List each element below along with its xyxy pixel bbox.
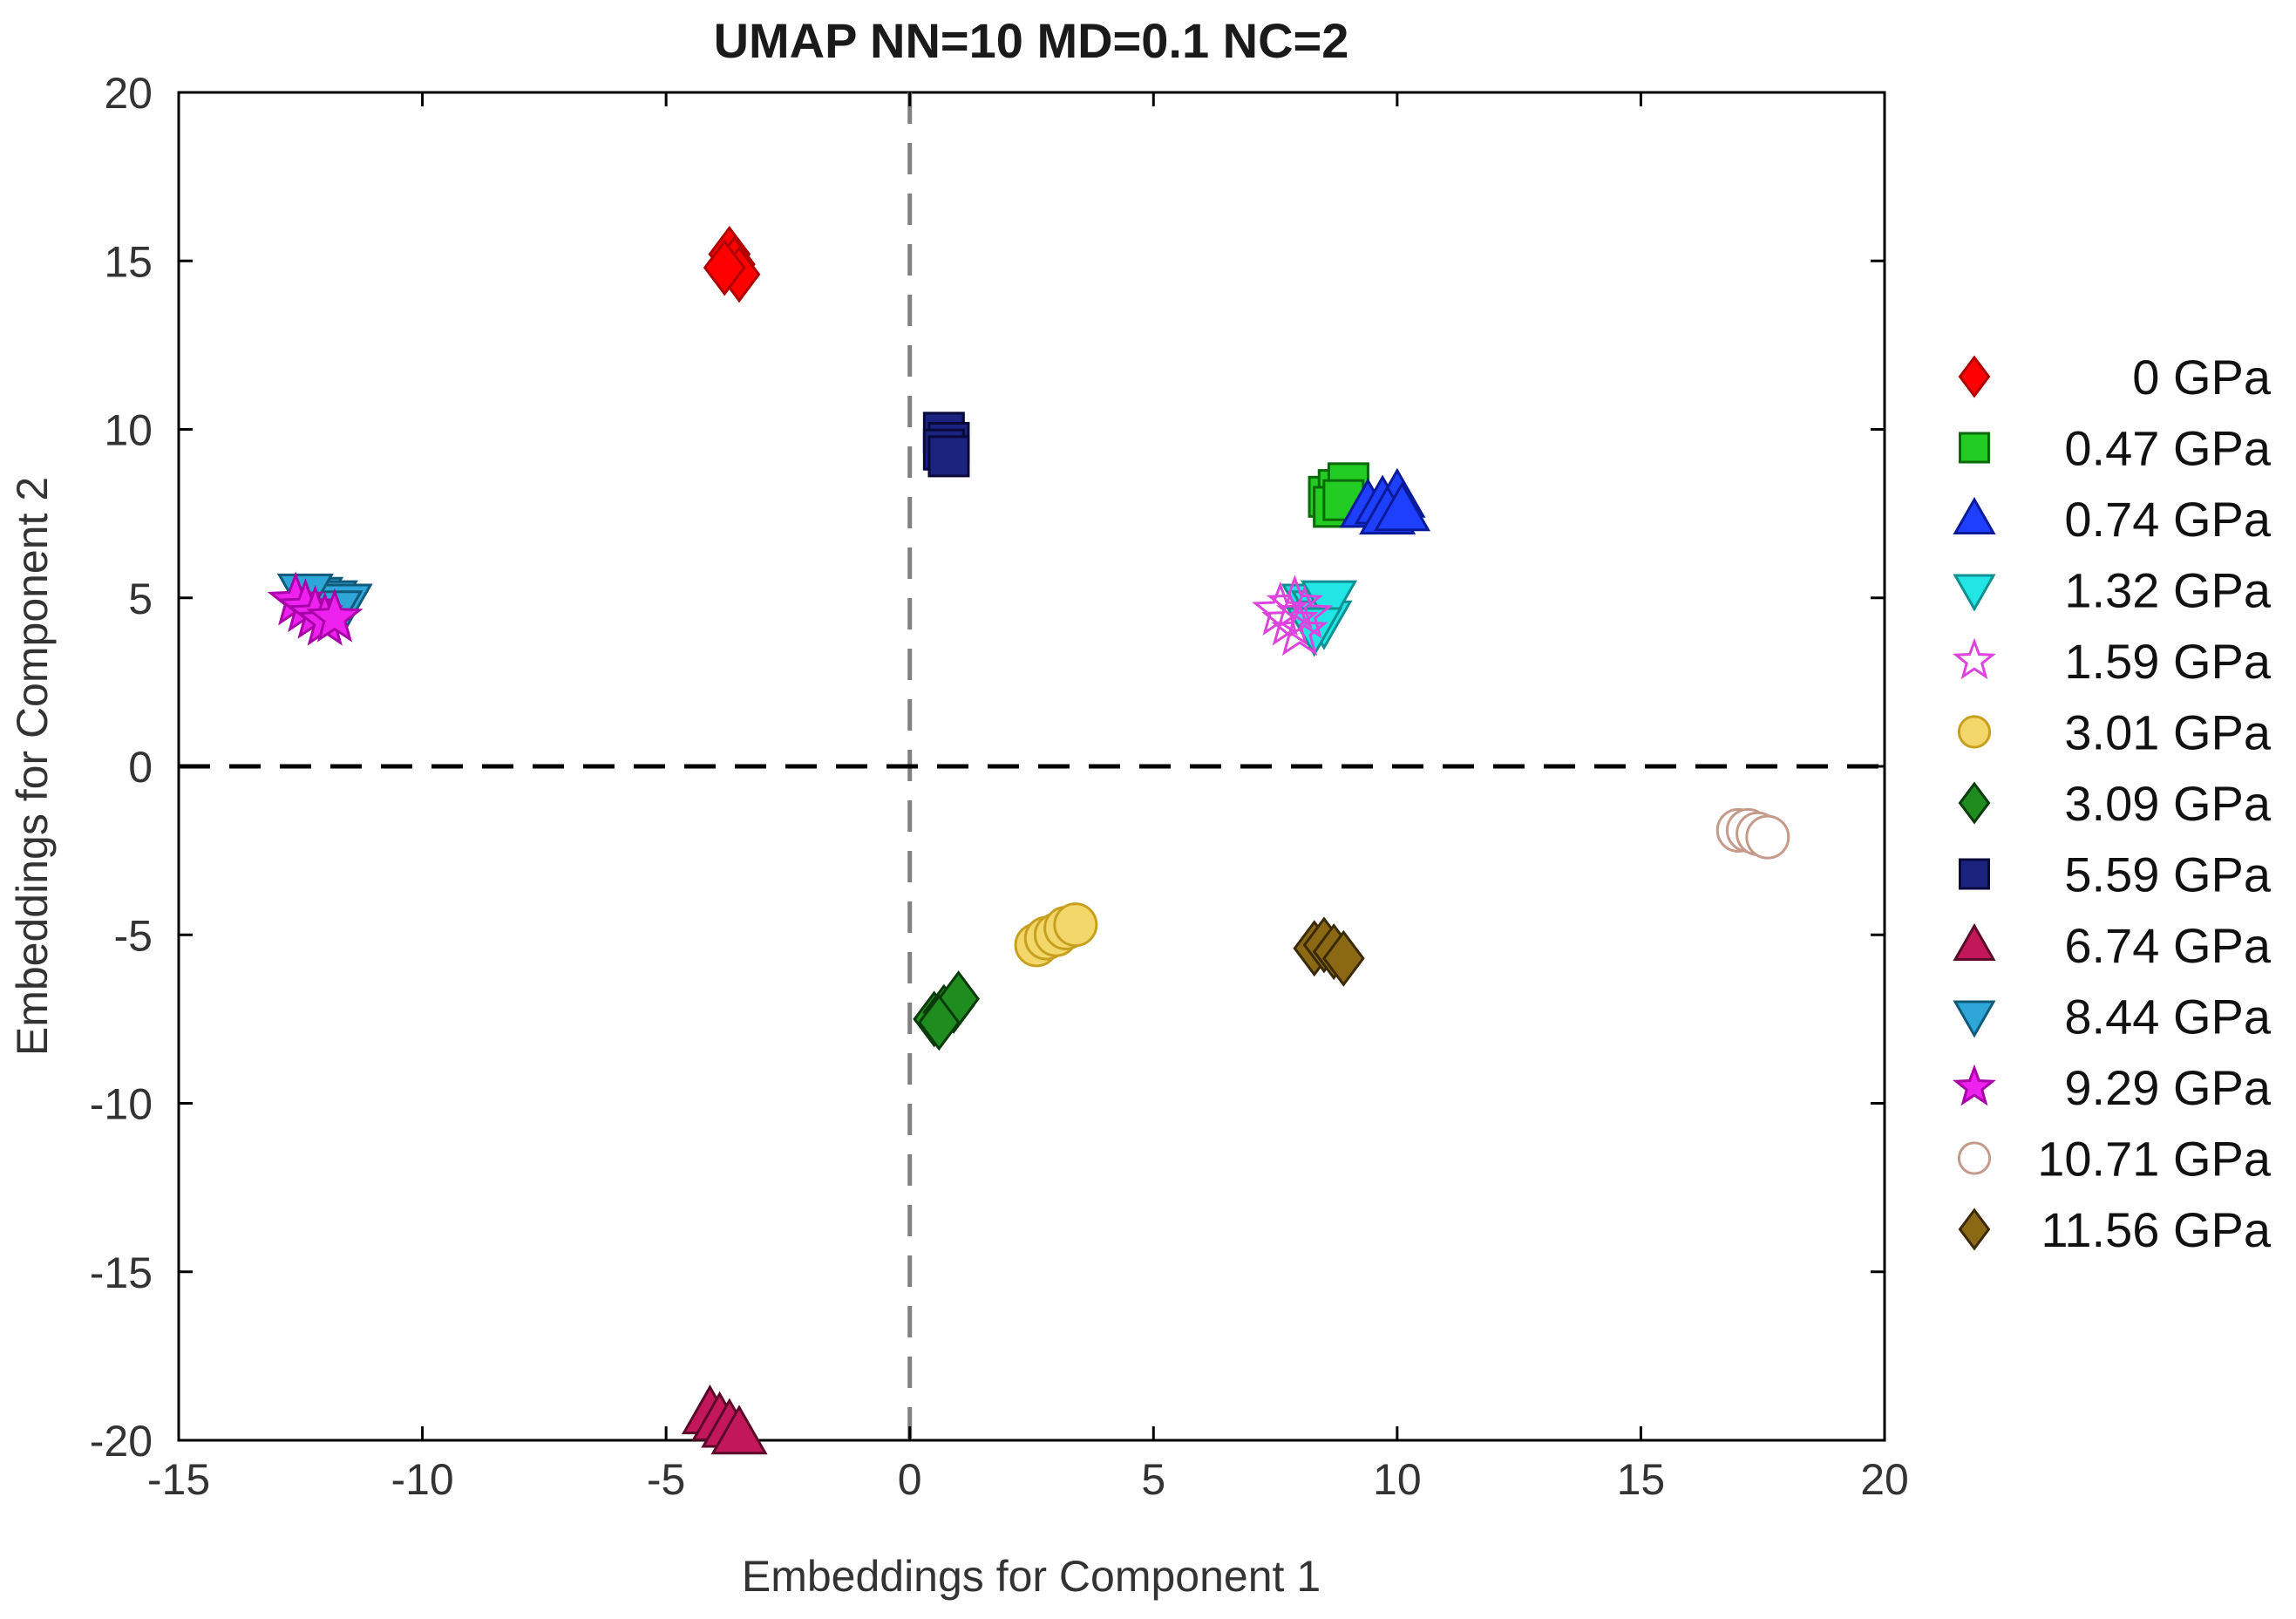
legend-entry-3-01-gpa: 3.01 GPa: [1957, 705, 2272, 760]
legend-entry-9-29-gpa: 9.29 GPa: [1953, 1060, 2272, 1115]
y-tick-label: 10: [104, 406, 153, 455]
legend-marker-10-71-gpa: [1957, 1141, 1992, 1175]
legend-label: 5.59 GPa: [2064, 847, 2271, 902]
data-point-10-71-gpa: [1745, 814, 1790, 860]
legend-entry-11-56-gpa: 11.56 GPa: [1958, 1202, 2272, 1257]
y-tick-label: -15: [90, 1248, 153, 1297]
reference-lines: [179, 92, 1885, 1440]
legend-marker-0-gpa: [1958, 355, 1991, 398]
legend-marker-9-29-gpa: [1953, 1064, 1996, 1106]
legend-label: 0.47 GPa: [2064, 421, 2271, 476]
series-9-29-gpa: [267, 571, 363, 646]
x-tick-label: 5: [1141, 1455, 1165, 1504]
y-tick-label: 0: [128, 743, 153, 792]
x-tick-label: -10: [391, 1455, 453, 1504]
legend-entry-0-74-gpa: 0.74 GPa: [1953, 492, 2272, 547]
x-tick-label: -15: [147, 1455, 210, 1504]
legend: 0 GPa 0.47 GPa 0.74 GPa 1.32 GPa 1.59 GPa 3.0…: [1953, 350, 2272, 1257]
series-11-56-gpa: [1293, 916, 1365, 987]
legend-label: 9.29 GPa: [2064, 1060, 2271, 1115]
legend-marker-0-47-gpa: [1959, 432, 1990, 464]
series-0-74-gpa: [1339, 467, 1431, 535]
legend-entry-0-47-gpa: 0.47 GPa: [1959, 421, 2272, 476]
series-3-01-gpa: [1014, 902, 1098, 968]
y-tick-label: 5: [128, 575, 153, 623]
legend-label: 0.74 GPa: [2064, 492, 2271, 547]
legend-entry-1-32-gpa: 1.32 GPa: [1953, 563, 2272, 618]
legend-marker-3-09-gpa: [1958, 781, 1991, 825]
legend-entry-5-59-gpa: 5.59 GPa: [1959, 847, 2272, 902]
legend-label: 3.01 GPa: [2064, 705, 2271, 760]
series-6-74-gpa: [681, 1384, 768, 1455]
chart-title: UMAP NN=10 MD=0.1 NC=2: [714, 13, 1349, 68]
legend-label: 6.74 GPa: [2064, 918, 2271, 973]
legend-entry-10-71-gpa: 10.71 GPa: [1957, 1132, 2272, 1187]
data-point-6-74-gpa: [710, 1405, 768, 1455]
x-tick-label: 15: [1617, 1455, 1666, 1504]
data-point-5-59-gpa: [927, 435, 970, 478]
legend-label: 8.44 GPa: [2064, 990, 2271, 1044]
legend-marker-0-74-gpa: [1953, 496, 1996, 534]
legend-label: 10.71 GPa: [2037, 1132, 2272, 1187]
legend-entry-6-74-gpa: 6.74 GPa: [1953, 918, 2272, 973]
y-tick-label: -20: [90, 1417, 153, 1466]
data-point-0-gpa: [703, 239, 746, 296]
legend-entry-0-gpa: 0 GPa: [1958, 350, 2272, 405]
x-axis-label: Embeddings for Component 1: [742, 1552, 1321, 1601]
y-tick-label: -5: [114, 911, 153, 960]
legend-label: 1.32 GPa: [2064, 563, 2271, 618]
y-axis-label: Embeddings for Component 2: [8, 477, 57, 1056]
data-point-3-09-gpa: [917, 994, 961, 1051]
legend-marker-11-56-gpa: [1958, 1207, 1991, 1251]
y-tick-label: 20: [104, 69, 153, 118]
legend-marker-5-59-gpa: [1959, 858, 1990, 890]
series-3-09-gpa: [913, 970, 981, 1051]
data-point-1-59-gpa: [1276, 584, 1334, 639]
data-points: [267, 226, 1790, 1455]
series-10-71-gpa: [1715, 807, 1790, 860]
data-point-11-56-gpa: [1321, 929, 1365, 987]
legend-label: 0 GPa: [2132, 350, 2272, 405]
x-tick-label: 10: [1373, 1455, 1422, 1504]
legend-marker-3-01-gpa: [1957, 715, 1992, 749]
data-point-0-74-gpa: [1373, 481, 1431, 532]
legend-marker-6-74-gpa: [1953, 922, 1996, 961]
x-tick-label: -5: [647, 1455, 685, 1504]
data-point-1-59-gpa: [1266, 575, 1324, 629]
legend-entry-1-59-gpa: 1.59 GPa: [1953, 634, 2272, 689]
legend-label: 1.59 GPa: [2064, 634, 2271, 689]
legend-label: 3.09 GPa: [2064, 776, 2271, 831]
legend-entry-3-09-gpa: 3.09 GPa: [1958, 776, 2272, 831]
data-point-1-32-gpa: [1300, 580, 1358, 630]
data-point-9-29-gpa: [306, 588, 363, 643]
legend-label: 11.56 GPa: [2041, 1202, 2271, 1257]
series-0-47-gpa: [1308, 462, 1369, 528]
data-point-3-01-gpa: [1053, 902, 1098, 948]
series-0-gpa: [703, 226, 761, 303]
series-1-59-gpa: [1252, 575, 1334, 656]
legend-marker-8-44-gpa: [1953, 1000, 1996, 1038]
y-tick-label: -10: [90, 1080, 153, 1129]
legend-marker-1-32-gpa: [1953, 574, 1996, 612]
series-5-59-gpa: [922, 412, 970, 478]
x-tick-label: 20: [1860, 1455, 1909, 1504]
x-tick-label: 0: [898, 1455, 922, 1504]
y-tick-label: 15: [104, 237, 153, 286]
legend-marker-1-59-gpa: [1953, 637, 1996, 680]
legend-entry-8-44-gpa: 8.44 GPa: [1953, 990, 2272, 1044]
